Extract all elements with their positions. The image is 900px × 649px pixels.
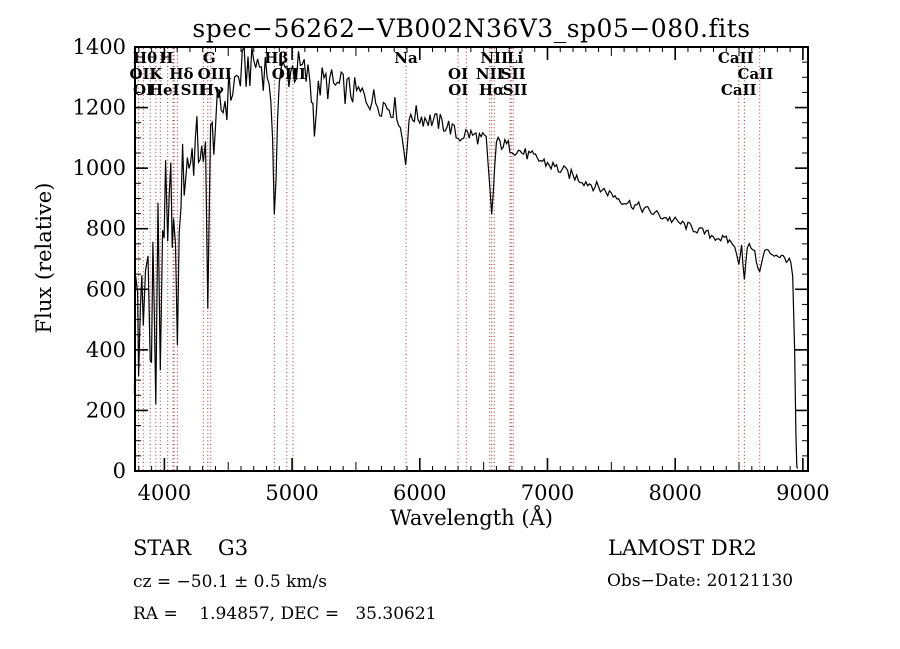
y-tick-label: 200 (86, 398, 126, 422)
obs-date-text: Obs−Date: 20121130 (607, 571, 794, 591)
y-tick-label: 600 (86, 277, 126, 301)
spectral-line-label: SII (503, 81, 528, 99)
spectral-line-label: SII (181, 81, 206, 99)
spectral-line-label: NII (480, 49, 508, 67)
spectral-line-label: SII (501, 65, 526, 83)
x-tick-label: 9000 (776, 481, 829, 505)
plot-frame (134, 46, 809, 472)
y-tick-label: 400 (86, 338, 126, 362)
x-tick-label: 8000 (648, 481, 701, 505)
plot-title: spec−56262−VB002N36V3_sp05−080.fits (192, 14, 751, 43)
spectral-line-label: H (159, 49, 173, 67)
spectral-line-label: OI (448, 65, 468, 83)
spectrum-trace (133, 45, 799, 469)
y-axis-label: Flux (relative) (32, 182, 56, 334)
y-tick-label: 0 (113, 459, 126, 483)
spectral-line-label: Hγ (200, 81, 224, 99)
x-tick-label: 7000 (521, 481, 574, 505)
spectral-line-label: OIII (198, 65, 232, 83)
spectral-line-label: CaII (738, 65, 774, 83)
spectral-line-label: G (203, 49, 216, 67)
spectral-line-label: OI (133, 81, 153, 99)
spectral-line-label: CaII (718, 49, 754, 67)
spectral-line-label: OII (129, 65, 156, 83)
spectral-line-label: K (149, 65, 163, 83)
x-tick-label: 5000 (265, 481, 318, 505)
spectral-line-label: CaII (721, 81, 757, 99)
spectral-line-label: OI (448, 81, 468, 99)
y-tick-label: 1000 (73, 156, 126, 180)
ra-dec-text: RA = 1.94857, DEC = 35.30621 (133, 604, 437, 624)
y-tick-label: 800 (86, 217, 126, 241)
object-class-text: STAR G3 (133, 536, 249, 560)
spectral-line-label: Hα (479, 81, 505, 99)
spectral-line-label: HeI (149, 81, 180, 99)
spectral-line-label: NII (476, 65, 504, 83)
cz-text: cz = −50.1 ± 0.5 km/s (133, 572, 327, 592)
spectral-line-label: Hδ (169, 65, 193, 83)
x-axis-label: Wavelength (Å) (390, 506, 553, 530)
spectral-line-label: Na (394, 49, 418, 67)
spectral-line-label: Li (507, 49, 524, 67)
survey-text: LAMOST DR2 (608, 536, 757, 560)
x-tick-label: 4000 (138, 481, 191, 505)
y-tick-label: 1200 (73, 96, 126, 120)
y-tick-label: 1400 (73, 35, 126, 59)
x-tick-label: 6000 (393, 481, 446, 505)
